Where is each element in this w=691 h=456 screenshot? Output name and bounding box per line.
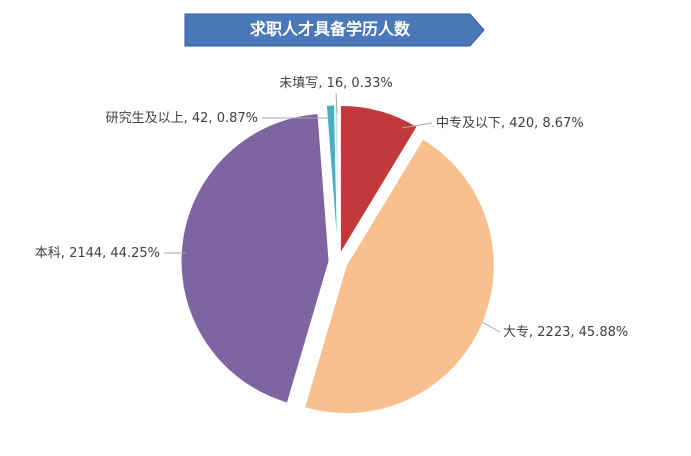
label-count: 2144 xyxy=(69,246,102,261)
label-separator: , xyxy=(501,116,509,131)
label-category: 本科 xyxy=(35,246,61,261)
label-category: 研究生及以上 xyxy=(106,111,184,126)
label-count: 16 xyxy=(327,76,344,91)
label-percent: 0.33% xyxy=(351,76,392,91)
label-separator: , xyxy=(102,246,110,261)
label-category: 中专及以下 xyxy=(436,116,501,131)
data-label: 中专及以下, 420, 8.67% xyxy=(436,116,584,131)
leader-line xyxy=(335,92,338,114)
label-category: 未填写 xyxy=(279,76,318,91)
data-label: 本科, 2144, 44.25% xyxy=(35,246,160,261)
label-percent: 44.25% xyxy=(110,246,160,261)
data-label: 未填写, 16, 0.33% xyxy=(279,76,392,91)
label-count: 420 xyxy=(509,116,534,131)
label-separator: , xyxy=(208,111,216,126)
pie-slice xyxy=(339,104,418,256)
label-separator: , xyxy=(61,246,69,261)
label-percent: 0.87% xyxy=(217,111,258,126)
label-separator: , xyxy=(570,325,578,340)
label-separator: , xyxy=(318,76,326,91)
label-category: 大专 xyxy=(503,325,529,340)
label-percent: 8.67% xyxy=(542,116,583,131)
label-separator: , xyxy=(343,76,351,91)
label-separator: , xyxy=(534,116,542,131)
data-label: 研究生及以上, 42, 0.87% xyxy=(106,111,258,126)
label-percent: 45.88% xyxy=(579,325,629,340)
data-label: 大专, 2223, 45.88% xyxy=(503,325,628,340)
label-count: 2223 xyxy=(537,325,570,340)
label-separator: , xyxy=(184,111,192,126)
label-separator: , xyxy=(529,325,537,340)
pie-slice xyxy=(303,138,495,415)
chart-title: 求职人才具备学历人数 xyxy=(250,20,411,39)
label-count: 42 xyxy=(192,111,209,126)
leader-line xyxy=(401,122,433,129)
title-banner xyxy=(184,13,485,47)
pie-slice xyxy=(180,112,330,404)
leader-line xyxy=(481,321,501,333)
